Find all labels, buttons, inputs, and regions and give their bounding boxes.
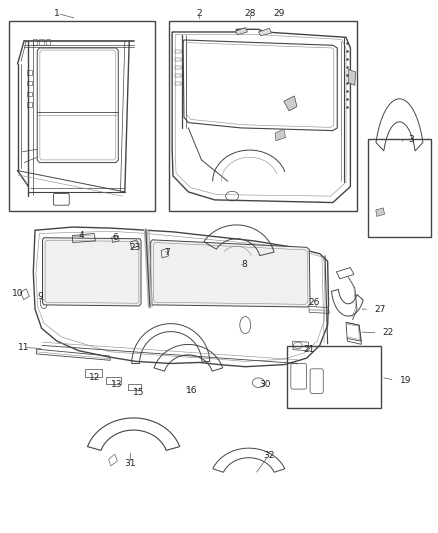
Text: 26: 26	[309, 298, 320, 307]
Polygon shape	[284, 96, 297, 111]
Polygon shape	[258, 28, 272, 36]
Text: 11: 11	[18, 343, 30, 352]
Text: 22: 22	[383, 328, 394, 337]
Polygon shape	[275, 129, 286, 141]
Bar	[46, 39, 50, 45]
Bar	[9, 21, 155, 211]
Bar	[27, 81, 32, 85]
Bar	[39, 39, 44, 45]
Text: 31: 31	[125, 459, 136, 467]
Text: 16: 16	[186, 386, 197, 395]
Polygon shape	[348, 69, 356, 85]
Text: 9: 9	[38, 293, 44, 301]
Bar	[175, 66, 181, 69]
Bar	[175, 50, 181, 53]
Text: 27: 27	[374, 305, 386, 313]
Bar	[33, 39, 37, 45]
Bar	[169, 21, 357, 211]
Bar	[27, 70, 32, 75]
Text: 23: 23	[129, 243, 141, 252]
Bar	[27, 92, 32, 96]
Bar	[128, 384, 141, 390]
Text: 19: 19	[400, 376, 411, 384]
Bar	[85, 369, 102, 377]
Text: 8: 8	[241, 261, 247, 269]
Text: 21: 21	[304, 345, 315, 353]
Bar	[368, 139, 431, 237]
Bar	[106, 377, 121, 384]
Bar	[175, 58, 181, 61]
Text: 2: 2	[197, 9, 202, 18]
Polygon shape	[236, 28, 247, 35]
Text: 7: 7	[164, 248, 170, 257]
Text: 1: 1	[54, 9, 60, 18]
Bar	[203, 259, 210, 268]
Bar	[287, 346, 381, 408]
Text: 6: 6	[112, 233, 118, 242]
Text: 10: 10	[12, 289, 23, 297]
Text: 15: 15	[133, 388, 144, 397]
Text: 29: 29	[274, 9, 285, 18]
Bar	[27, 102, 32, 107]
Bar	[175, 74, 181, 77]
Text: 12: 12	[88, 373, 100, 382]
Polygon shape	[151, 240, 310, 307]
Text: 30: 30	[259, 381, 270, 389]
Polygon shape	[376, 208, 385, 216]
Polygon shape	[42, 238, 141, 306]
Text: 4: 4	[78, 231, 84, 240]
Text: 3: 3	[409, 135, 414, 144]
Bar	[175, 82, 181, 85]
Text: 28: 28	[245, 9, 256, 18]
Text: 32: 32	[263, 451, 274, 460]
Text: 13: 13	[111, 381, 123, 389]
